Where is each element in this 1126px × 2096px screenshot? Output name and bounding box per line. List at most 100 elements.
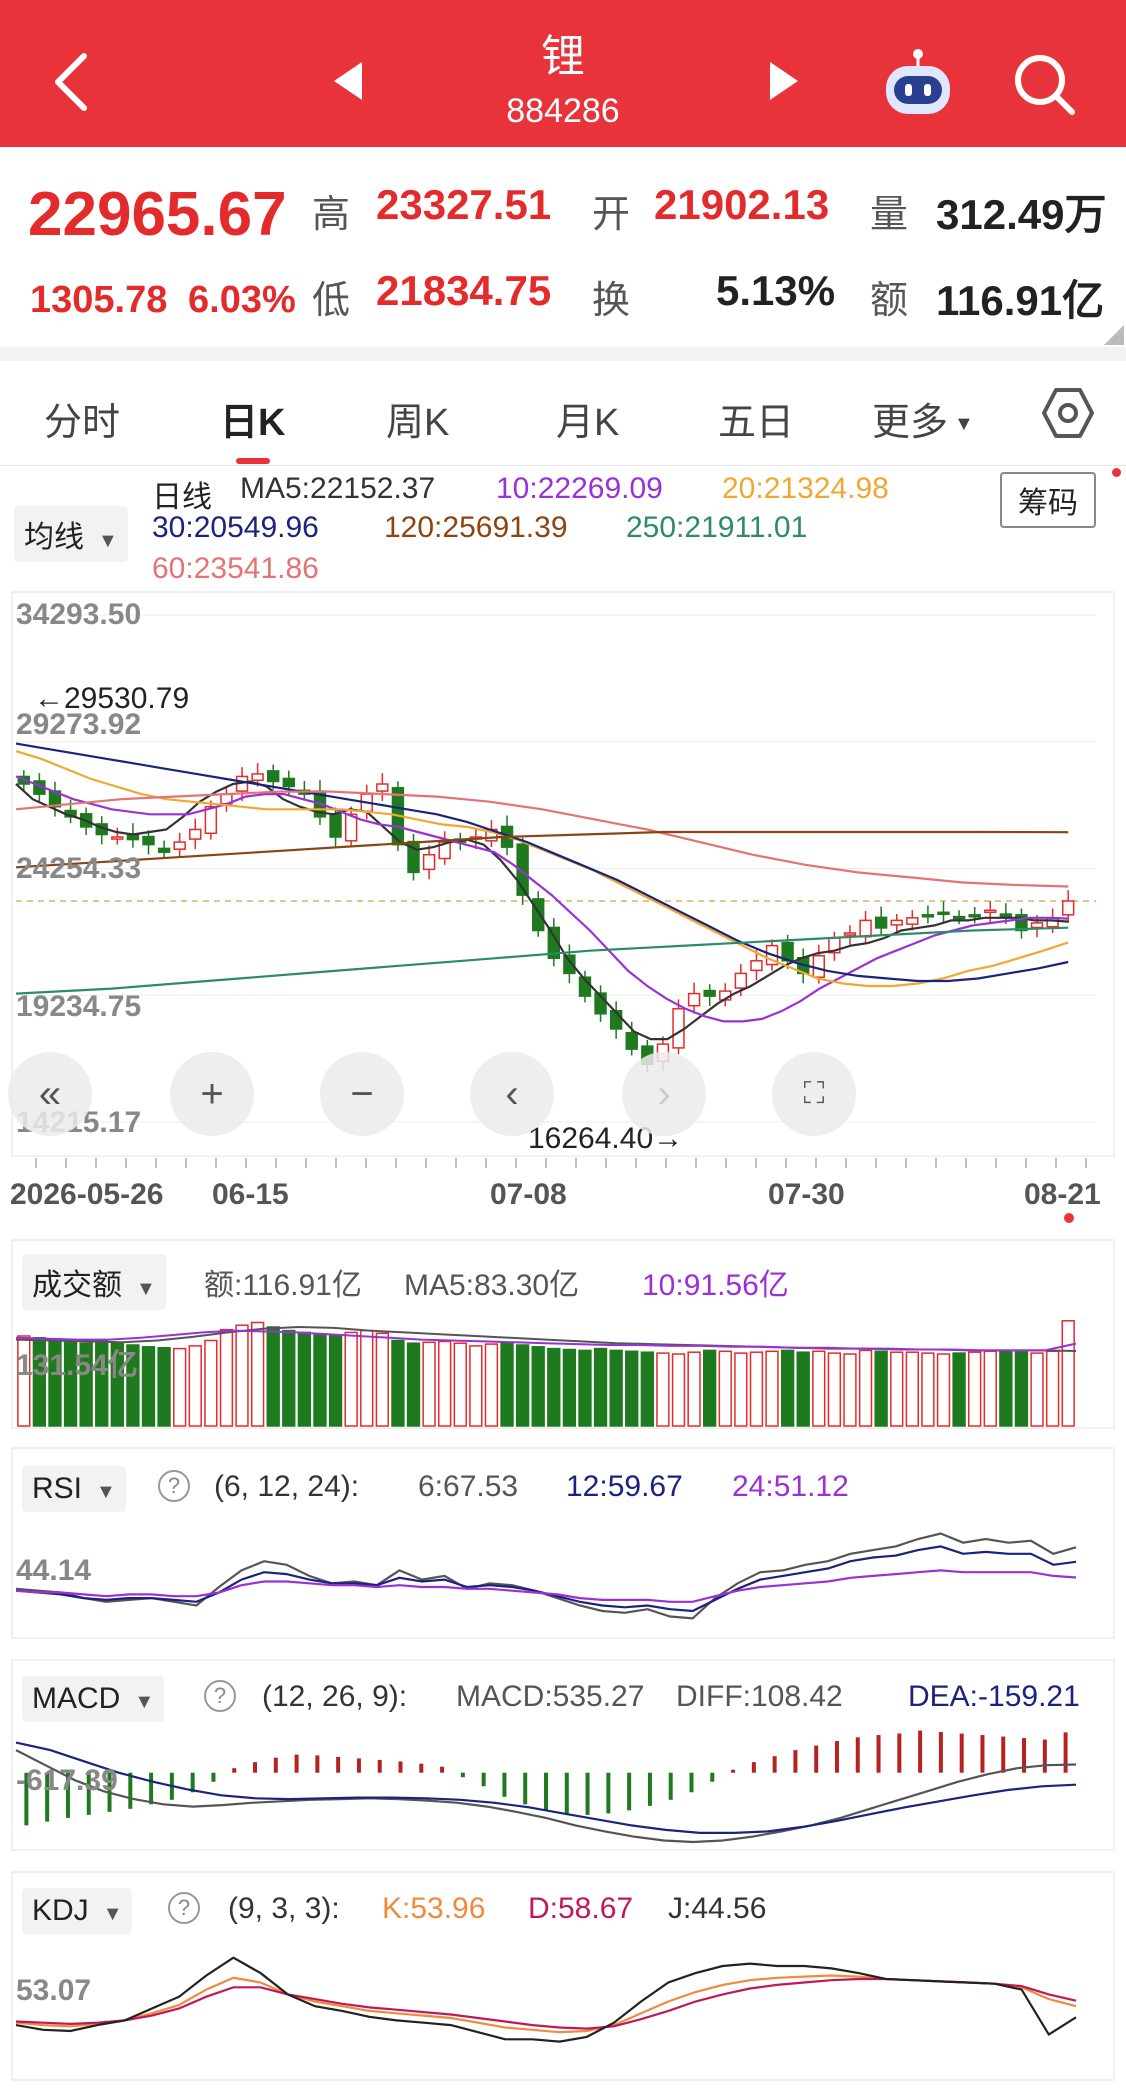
candle-body <box>984 909 997 914</box>
tab-weekly-k[interactable]: 周K <box>386 402 450 444</box>
volume-bar <box>282 1329 296 1427</box>
candle-body <box>1062 900 1075 916</box>
volume-bar <box>905 1351 919 1427</box>
ma-dropdown[interactable]: 均线 ▼ <box>14 506 128 562</box>
caret-down-icon: ▼ <box>136 1278 156 1300</box>
volume-bar <box>718 1350 732 1427</box>
kdj-line-j <box>15 1956 1077 2043</box>
macd-diff: DIFF:108.42 <box>676 1680 843 1713</box>
volume-bar <box>687 1351 701 1427</box>
candle-body <box>750 960 763 972</box>
back-icon[interactable] <box>40 42 100 122</box>
kdj-y-label: 53.07 <box>16 1974 92 2007</box>
fullscreen-button[interactable]: ⛶ <box>772 1052 856 1136</box>
active-tab-indicator <box>236 458 270 464</box>
macd-dea-line <box>15 1741 1077 1835</box>
volume-bar <box>1030 1352 1044 1427</box>
open-label: 开 <box>592 194 631 236</box>
help-icon[interactable]: ? <box>168 1892 200 1924</box>
chip-distribution-button[interactable]: 筹码 <box>1000 472 1096 528</box>
ma60-value: 60:23541.86 <box>152 552 319 585</box>
volume-bar <box>578 1349 592 1427</box>
ma5-value: MA5:22152.37 <box>240 472 436 505</box>
volume-bar <box>469 1345 483 1427</box>
candle-body <box>142 835 155 846</box>
macd-dropdown[interactable]: MACD ▼ <box>22 1676 165 1722</box>
candle-body <box>734 972 748 989</box>
volume-bar <box>593 1347 608 1427</box>
rsi24-value: 24:51.12 <box>732 1470 849 1503</box>
tab-daily-k[interactable]: 日K <box>220 402 286 444</box>
candle-body <box>204 805 218 835</box>
tab-more[interactable]: 更多 ▼ <box>872 391 974 446</box>
kdj-params: (9, 3, 3): <box>228 1892 340 1925</box>
candle-body <box>703 989 716 997</box>
kdj-dropdown[interactable]: KDJ ▼ <box>22 1888 133 1934</box>
volume-bar <box>235 1324 249 1427</box>
tab-monthly-k[interactable]: 月K <box>556 402 620 444</box>
tab-intraday[interactable]: 分时 <box>44 402 121 444</box>
low-label: 低 <box>312 280 351 322</box>
volume-bar <box>141 1346 156 1427</box>
tab-more-label: 更多 <box>872 402 949 444</box>
volume-bar <box>391 1339 405 1427</box>
volume-bar <box>219 1328 234 1427</box>
settings-hexagon-icon[interactable] <box>1040 385 1096 441</box>
ma-line-20 <box>15 750 1069 988</box>
volume-bar <box>126 1344 140 1427</box>
volume-bar <box>796 1351 810 1427</box>
candle-body <box>687 992 701 1007</box>
tab-five-day[interactable]: 五日 <box>718 402 795 444</box>
candle-body <box>547 926 561 960</box>
high-label: 高 <box>312 194 351 236</box>
caret-down-icon: ▼ <box>96 1481 116 1503</box>
kdj-j: J:44.56 <box>668 1892 767 1925</box>
rsi-dropdown-label: RSI <box>32 1472 83 1505</box>
volume-bar <box>827 1352 842 1427</box>
expand-corner-icon[interactable] <box>1104 325 1124 345</box>
kdj-k: K:53.96 <box>382 1892 486 1925</box>
volume-bar <box>812 1350 826 1427</box>
app-header: 锂 884286 <box>0 0 1126 147</box>
caret-down-icon: ▼ <box>954 413 974 436</box>
search-icon[interactable] <box>1010 50 1080 120</box>
y-axis-label: 19234.75 <box>16 990 142 1023</box>
candle-body <box>516 843 529 896</box>
robot-assistant-icon[interactable] <box>878 44 958 124</box>
help-icon[interactable]: ? <box>158 1470 190 1502</box>
volume-bar <box>531 1346 545 1427</box>
scroll-right-button[interactable]: › <box>622 1052 706 1136</box>
macd-diff-line <box>15 1749 1077 1844</box>
candle-body <box>267 770 280 783</box>
stock-name: 锂 <box>541 32 585 81</box>
rsi-y-label: 44.14 <box>16 1554 92 1587</box>
candle-body <box>189 828 202 840</box>
y-axis-label: 29273.92 <box>16 708 142 741</box>
next-stock-icon[interactable] <box>764 56 804 106</box>
macd-y-label: -617.39 <box>16 1764 118 1797</box>
volume-value: 312.49万 <box>936 191 1107 238</box>
candle-body <box>921 914 935 918</box>
volume-bar <box>204 1339 218 1427</box>
zoom-in-button[interactable]: + <box>170 1052 254 1136</box>
candle-body <box>672 1008 685 1049</box>
ma-dropdown-label: 均线 <box>24 521 84 554</box>
help-icon[interactable]: ? <box>204 1680 236 1712</box>
volume-bar <box>250 1321 265 1427</box>
rsi-dropdown[interactable]: RSI ▼ <box>22 1466 126 1512</box>
zoom-out-button[interactable]: − <box>320 1052 404 1136</box>
caret-down-icon: ▼ <box>98 530 118 552</box>
scroll-left-button[interactable]: ‹ <box>470 1052 554 1136</box>
rewind-button[interactable]: « <box>8 1052 92 1136</box>
candle-body <box>157 847 171 853</box>
volume-bar <box>858 1349 873 1427</box>
prev-stock-icon[interactable] <box>328 56 368 106</box>
candle-body <box>438 841 451 860</box>
candle-body <box>594 992 607 1015</box>
volume-bar <box>484 1343 499 1427</box>
candle-body <box>859 919 872 938</box>
volume-dropdown[interactable]: 成交额 ▼ <box>22 1254 166 1310</box>
volume-bar <box>703 1349 717 1427</box>
ma-line-30 <box>15 742 1069 983</box>
volume-bar <box>952 1352 966 1427</box>
